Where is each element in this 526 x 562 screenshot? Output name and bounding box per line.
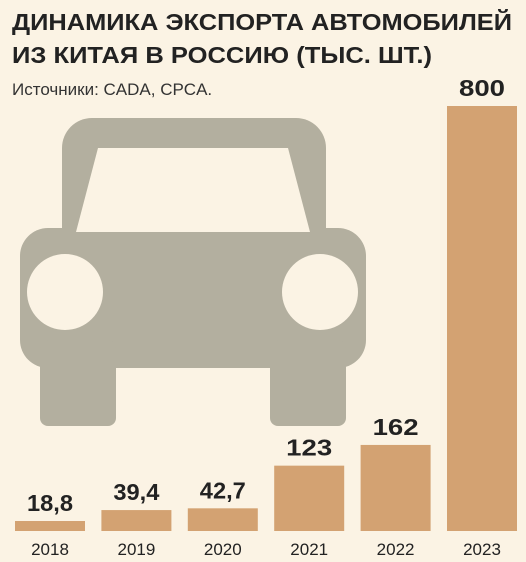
- x-tick-label: 2018: [31, 540, 69, 559]
- x-tick-label: 2022: [377, 540, 415, 559]
- chart-title: ДИНАМИКА ЭКСПОРТА АВТОМОБИЛЕЙ: [12, 8, 512, 35]
- x-tick-label: 2023: [463, 540, 501, 559]
- value-label: 39,4: [113, 479, 159, 505]
- value-label: 800: [459, 75, 505, 101]
- bar: [360, 444, 431, 531]
- value-label: 123: [286, 435, 332, 461]
- bar: [187, 508, 258, 531]
- bar: [447, 106, 517, 531]
- chart-subtitle: Источники: CADA, CPCA.: [12, 80, 212, 99]
- bar: [15, 521, 85, 531]
- value-label: 42,7: [200, 477, 246, 503]
- chart-title: ИЗ КИТАЯ В РОССИЮ (ТЫС. ШТ.): [12, 42, 432, 68]
- bar: [274, 465, 345, 531]
- bar: [101, 510, 172, 531]
- x-tick-label: 2019: [117, 540, 155, 559]
- car-icon: [20, 118, 366, 426]
- value-label: 18,8: [27, 490, 73, 516]
- value-label: 162: [373, 414, 419, 440]
- x-tick-label: 2020: [204, 540, 242, 559]
- x-tick-label: 2021: [290, 540, 328, 559]
